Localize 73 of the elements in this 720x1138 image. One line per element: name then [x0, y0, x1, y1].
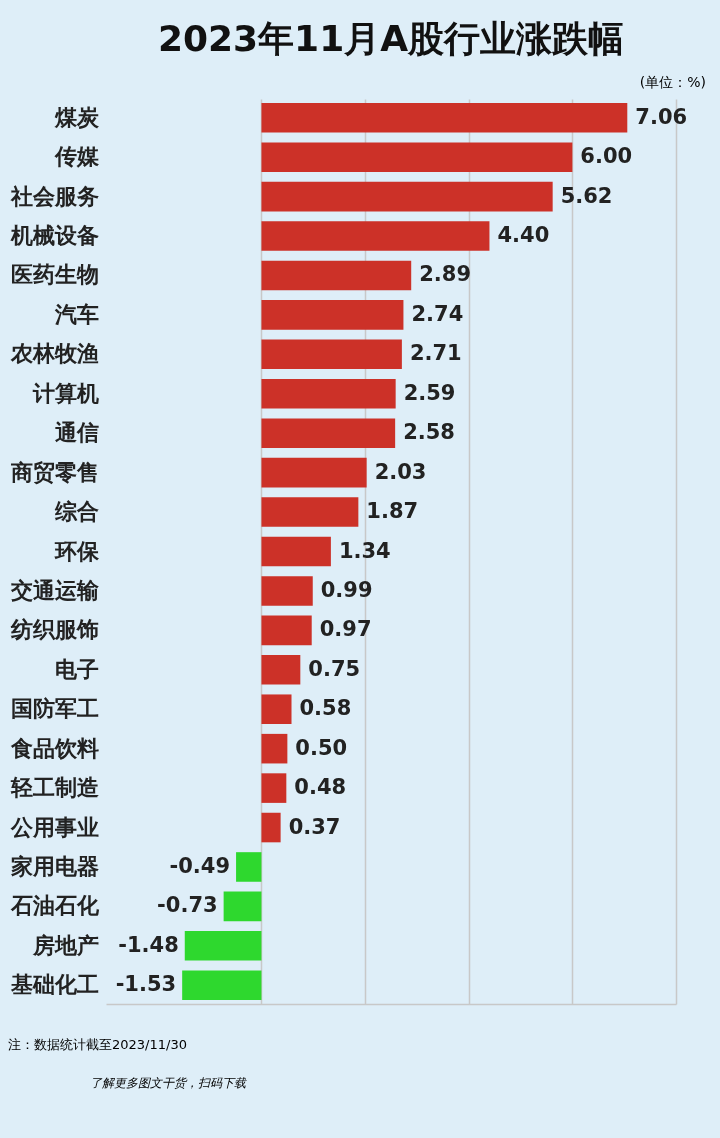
chart-title: 2023年11月A股行业涨跌幅	[157, 18, 625, 59]
y-tick-label: 公用事业	[9, 814, 99, 840]
y-tick-label: 食品饮料	[9, 735, 99, 761]
data-label: -0.49	[169, 853, 231, 878]
y-tick-label: 医药生物	[10, 262, 99, 288]
y-tick-label: 纺织服饰	[9, 617, 99, 643]
y-tick-label: 汽车	[53, 301, 99, 327]
y-tick-label: 机械设备	[9, 223, 99, 249]
text: 了解更多图文干货，扫码下载	[90, 1075, 246, 1092]
data-label: 2.58	[403, 420, 455, 445]
y-tick-label: 基础化工	[9, 972, 99, 998]
bar	[261, 497, 359, 527]
bar	[184, 931, 262, 961]
y-tick-label: 国防军工	[10, 696, 99, 722]
data-label: -0.73	[157, 893, 218, 918]
bar	[261, 181, 553, 212]
data-label: 4.40	[497, 223, 550, 248]
bar	[261, 339, 402, 370]
data-label: 1.87	[366, 499, 419, 524]
bar	[261, 812, 281, 843]
bar	[261, 418, 396, 448]
data-label: 6.00	[580, 144, 633, 169]
data-label: 2.03	[374, 459, 427, 484]
data-label: 0.58	[299, 696, 352, 721]
bar	[261, 300, 404, 330]
data-label: 0.48	[294, 775, 347, 800]
bar	[261, 733, 288, 764]
y-tick-label: 轻工制造	[9, 775, 99, 801]
y-tick-label: 煤炭	[53, 104, 100, 130]
y-tick-label: 交通运输	[9, 577, 100, 603]
text: (单位：%)	[639, 74, 706, 92]
data-label: 2.59	[403, 380, 456, 405]
bar	[261, 576, 313, 606]
y-tick-label: 商贸零售	[9, 459, 99, 485]
data-label: 0.75	[308, 656, 361, 681]
text: 注：数据统计截至2023/11/30	[8, 1036, 187, 1054]
data-label: 0.37	[288, 814, 341, 839]
bar	[261, 457, 367, 488]
bar	[261, 102, 628, 133]
data-label: 1.34	[338, 538, 391, 563]
y-tick-label: 家用电器	[9, 853, 99, 879]
bar	[261, 536, 331, 567]
y-tick-label: 综合	[53, 499, 99, 525]
y-tick-label: 计算机	[31, 380, 99, 406]
bar	[261, 655, 301, 685]
data-label: 0.97	[319, 617, 372, 642]
bar	[223, 891, 262, 922]
bar	[261, 773, 287, 803]
y-tick-label: 环保	[53, 538, 100, 564]
data-label: 5.62	[560, 183, 613, 208]
bar	[182, 970, 262, 1001]
y-tick-label: 电子	[54, 656, 99, 682]
bar	[261, 615, 312, 646]
data-label: 0.99	[320, 577, 373, 602]
bar	[261, 378, 396, 409]
data-label: 7.06	[635, 104, 688, 129]
bar	[236, 852, 262, 882]
bar	[261, 142, 573, 172]
y-tick-label: 房地产	[31, 932, 99, 958]
y-tick-label: 社会服务	[9, 183, 99, 209]
data-label: 0.50	[295, 735, 348, 760]
y-tick-label: 石油石化	[9, 893, 100, 919]
data-label: 2.89	[419, 262, 472, 287]
data-label: 2.71	[409, 341, 462, 366]
bar	[261, 221, 490, 251]
data-label: 2.74	[411, 301, 464, 326]
y-tick-label: 传媒	[53, 144, 100, 170]
bar	[261, 260, 412, 291]
bar	[261, 694, 292, 725]
y-tick-label: 通信	[53, 420, 99, 446]
data-label: -1.48	[118, 932, 179, 957]
y-tick-label: 农林牧渔	[9, 341, 99, 367]
data-label: -1.53	[115, 972, 177, 997]
